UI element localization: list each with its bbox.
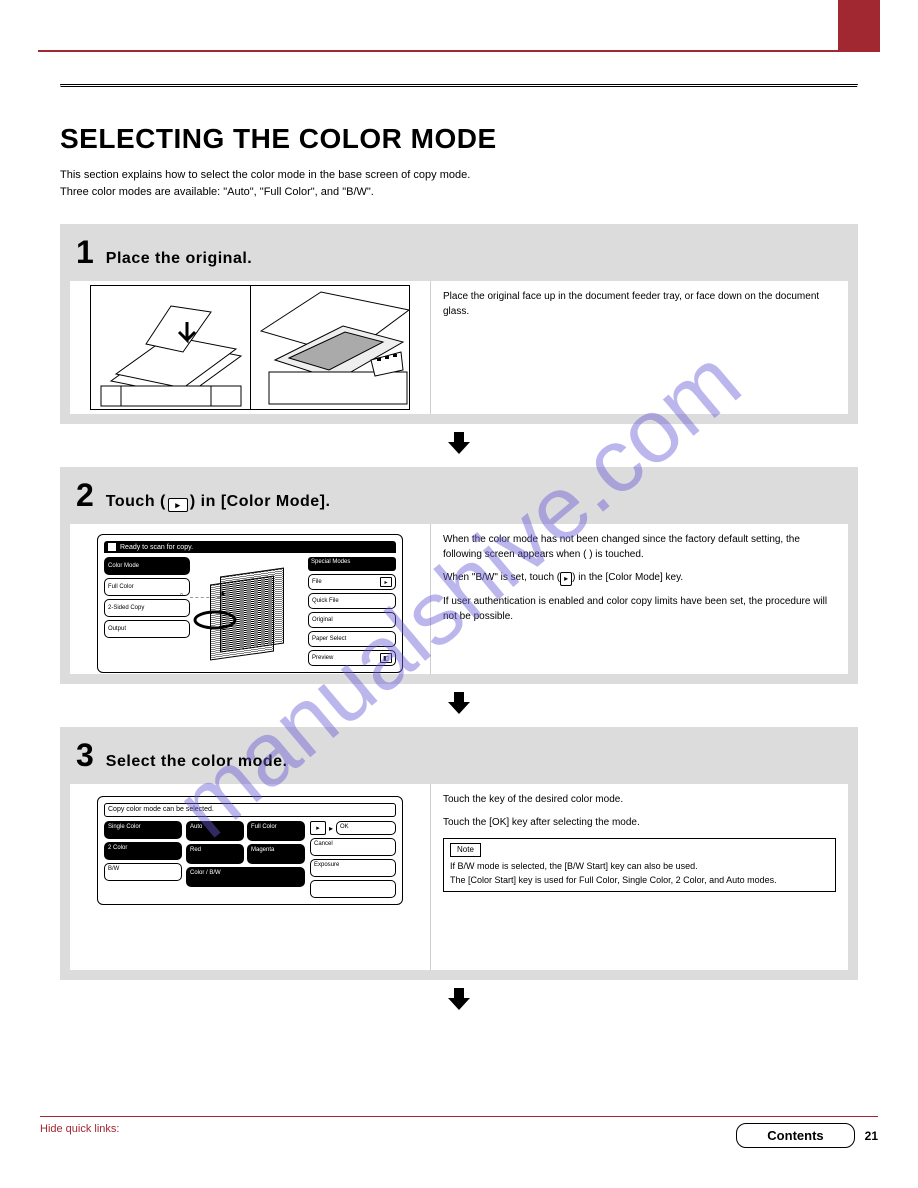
- page-number: 21: [865, 1129, 878, 1143]
- singlecolor-button[interactable]: Single Color: [104, 821, 182, 839]
- step3-number: 3: [76, 737, 94, 774]
- twosided-button[interactable]: 2-Sided Copy: [104, 599, 190, 617]
- step3-panel: 3 Select the color mode. Copy color mode…: [60, 727, 858, 980]
- section-intro: This section explains how to select the …: [60, 167, 858, 200]
- blank-button[interactable]: [310, 880, 396, 898]
- exposure-button[interactable]: Exposure: [310, 859, 396, 877]
- fullcolor-button[interactable]: Full Color: [104, 578, 190, 596]
- mode-icon: ▸: [310, 821, 326, 835]
- step3-heading: Select the color mode.: [106, 752, 288, 773]
- auto-button[interactable]: Auto: [186, 821, 244, 841]
- step2-panel: 2 Touch (▸) in [Color Mode]. Ready to sc…: [60, 467, 858, 684]
- file-button[interactable]: File▸: [308, 574, 396, 590]
- contents-button[interactable]: Contents: [736, 1123, 854, 1148]
- step2-number: 2: [76, 477, 94, 514]
- inline-icon: ▸: [560, 572, 572, 586]
- step2-description: When the color mode has not been changed…: [430, 524, 848, 674]
- paperselect-button[interactable]: Paper Select: [308, 631, 396, 647]
- section-divider: [60, 84, 858, 87]
- fullcolor-option[interactable]: Full Color: [247, 821, 305, 841]
- red-button[interactable]: Red: [186, 844, 244, 864]
- colorbw-button[interactable]: Color / B/W: [186, 867, 305, 887]
- chevron-icon: ▸: [168, 498, 188, 512]
- step2-heading: Touch (▸) in [Color Mode].: [106, 492, 331, 513]
- step2-screenshot: Ready to scan for copy. Color Mode Full …: [70, 524, 430, 674]
- section-title: SELECTING THE COLOR MODE: [60, 123, 858, 155]
- footer-link[interactable]: Hide quick links:: [40, 1123, 119, 1135]
- 2color-button[interactable]: 2 Color: [104, 842, 182, 860]
- bw-button[interactable]: B/W: [104, 863, 182, 881]
- step1-heading: Place the original.: [106, 249, 252, 270]
- header-accent-block: [838, 0, 880, 52]
- arrow-3: [60, 986, 858, 1017]
- quickfile-button[interactable]: Quick File: [308, 593, 396, 609]
- step1-panel: 1 Place the original.: [60, 224, 858, 424]
- colormode-button[interactable]: Color Mode: [104, 557, 190, 575]
- preview-button[interactable]: Preview◧: [308, 650, 396, 666]
- arrow-2: [60, 690, 858, 721]
- step3-description: Touch the key of the desired color mode.…: [430, 784, 848, 970]
- original-button[interactable]: Original: [308, 612, 396, 628]
- header-bar: [38, 22, 880, 52]
- screen3-title: Copy color mode can be selected.: [104, 803, 396, 817]
- step1-description: Place the original face up in the docume…: [430, 281, 848, 414]
- special-modes-header: Special Modes: [308, 557, 396, 571]
- step3-screenshot: Copy color mode can be selected. Single …: [70, 784, 430, 970]
- file-icon: ▸: [380, 577, 392, 587]
- step1-number: 1: [76, 234, 94, 271]
- step3-note: Note If B/W mode is selected, the [B/W S…: [443, 838, 836, 892]
- step1-illustration: [70, 281, 430, 414]
- magenta-button[interactable]: Magenta: [247, 844, 305, 864]
- arrow-1: [60, 430, 858, 461]
- output-button[interactable]: Output: [104, 620, 190, 638]
- ok-button[interactable]: OK: [336, 821, 396, 835]
- cancel-button[interactable]: Cancel: [310, 838, 396, 856]
- footer: Hide quick links: Contents 21: [40, 1116, 878, 1148]
- preview-icon: ◧: [380, 653, 392, 663]
